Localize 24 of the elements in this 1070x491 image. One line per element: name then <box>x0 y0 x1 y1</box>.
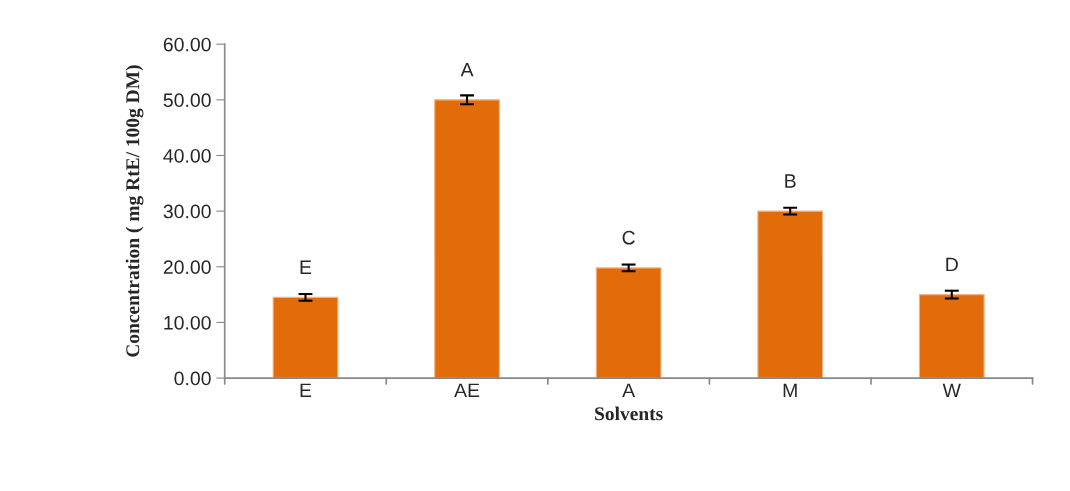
annotation: D <box>946 257 958 272</box>
y-tick-label: 40.00 <box>163 148 211 163</box>
annotation: C <box>622 230 635 245</box>
x-tick-label: E <box>300 383 312 398</box>
y-axis-title: Concentration ( mg RtE/ 100g DM) <box>125 65 144 357</box>
bar <box>918 294 985 379</box>
y-tick-label: 50.00 <box>163 93 211 108</box>
x-tick-label: W <box>942 383 961 398</box>
bar <box>595 267 662 379</box>
y-tick-label: 0.00 <box>174 371 211 386</box>
annotation: E <box>300 260 312 274</box>
y-tick-label: 20.00 <box>163 260 211 275</box>
x-tick-label: M <box>783 383 797 398</box>
x-tick-label: A <box>622 383 636 398</box>
x-tick-label: AE <box>454 383 480 398</box>
y-tick-label: 60.00 <box>163 37 211 52</box>
bar <box>757 210 824 379</box>
annotation: B <box>785 174 796 188</box>
y-tick-label: 10.00 <box>164 315 211 330</box>
annotation: A <box>460 62 474 77</box>
x-axis-title: Solvents <box>595 406 663 421</box>
bar <box>434 99 500 379</box>
bar <box>272 296 339 379</box>
y-tick-label: 30.00 <box>163 204 211 219</box>
